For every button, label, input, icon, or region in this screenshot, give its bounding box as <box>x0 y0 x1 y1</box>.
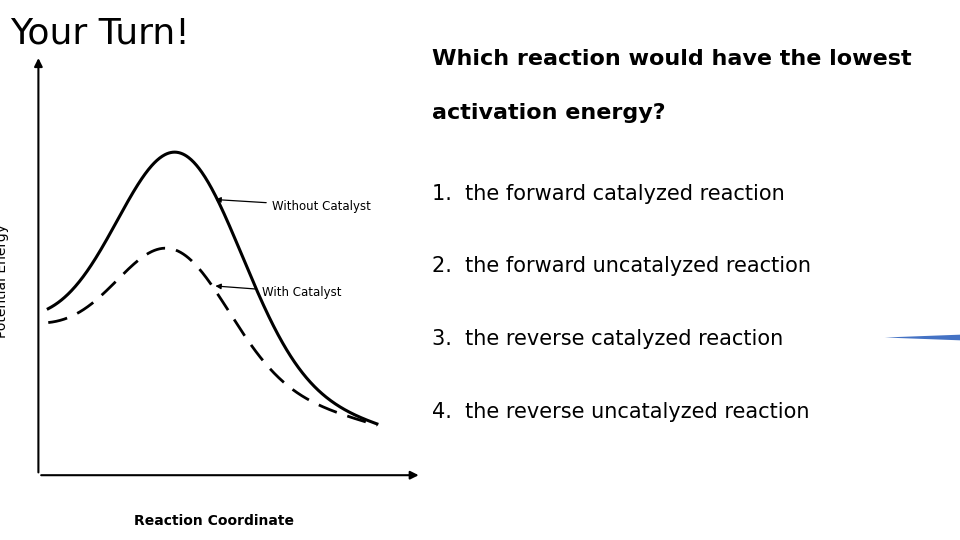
Text: activation energy?: activation energy? <box>432 103 665 123</box>
Text: 3.  the reverse catalyzed reaction: 3. the reverse catalyzed reaction <box>432 329 783 349</box>
Text: 2.  the forward uncatalyzed reaction: 2. the forward uncatalyzed reaction <box>432 256 811 276</box>
Text: 1.  the forward catalyzed reaction: 1. the forward catalyzed reaction <box>432 184 784 204</box>
Text: Your Turn!: Your Turn! <box>10 16 189 50</box>
Text: Reaction Coordinate: Reaction Coordinate <box>133 514 294 528</box>
Text: Potential Energy: Potential Energy <box>0 224 9 338</box>
Text: Which reaction would have the lowest: Which reaction would have the lowest <box>432 49 912 69</box>
Text: 4.  the reverse uncatalyzed reaction: 4. the reverse uncatalyzed reaction <box>432 402 809 422</box>
Text: Without Catalyst: Without Catalyst <box>217 198 371 213</box>
Text: With Catalyst: With Catalyst <box>217 284 342 299</box>
